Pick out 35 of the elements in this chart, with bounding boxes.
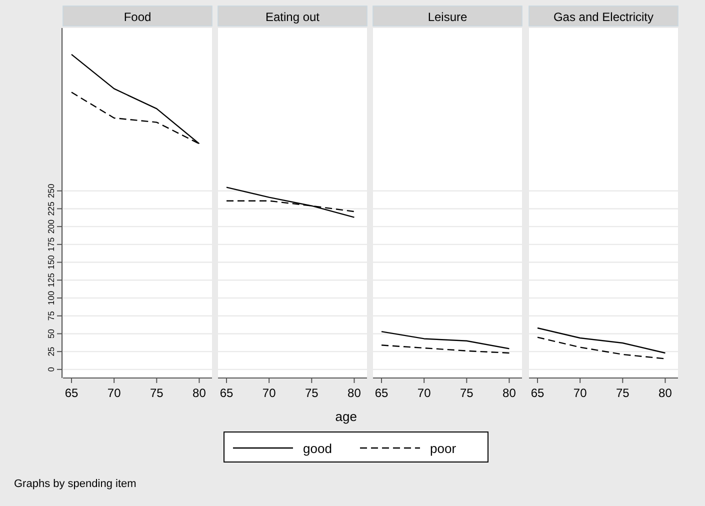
y-tick-label: 125 — [46, 272, 56, 288]
x-tick-label: 75 — [460, 386, 474, 400]
x-tick-label: 75 — [304, 386, 319, 400]
y-tick-label: 0 — [46, 366, 56, 372]
y-tick-label: 75 — [46, 310, 56, 321]
x-tick-label: 80 — [502, 386, 516, 400]
y-tick-label: 225 — [46, 201, 56, 216]
x-tick-label: 70 — [107, 386, 122, 400]
x-tick-label: 65 — [64, 386, 79, 400]
legend-label: good — [303, 441, 332, 456]
y-tick-label: 200 — [46, 219, 56, 234]
x-tick-label: 65 — [530, 386, 545, 400]
chart-title: Leisure — [428, 10, 468, 24]
x-tick-label: 75 — [616, 386, 630, 400]
text: Graphs by spending item — [14, 478, 136, 490]
y-tick-label: 250 — [46, 183, 56, 198]
legend-label: poor — [430, 441, 457, 456]
x-tick-label: 65 — [220, 386, 234, 400]
x-tick-label: 80 — [658, 386, 672, 400]
y-tick-label: 25 — [46, 346, 56, 356]
x-tick-label: 80 — [348, 386, 362, 400]
x-axis-title: age — [335, 409, 357, 424]
chart-title: Eating out — [265, 10, 320, 24]
x-tick-label: 70 — [573, 386, 588, 400]
y-tick-label: 100 — [46, 290, 56, 306]
y-tick-label: 50 — [46, 328, 56, 338]
x-tick-label: 70 — [417, 386, 432, 400]
y-tick-label: 150 — [46, 254, 56, 270]
x-tick-label: 75 — [150, 386, 164, 400]
x-tick-label: 70 — [262, 386, 276, 400]
y-tick-label: 175 — [46, 237, 56, 252]
x-tick-label: 80 — [192, 386, 206, 400]
x-tick-label: 65 — [374, 386, 389, 400]
chart-title: Food — [124, 10, 152, 24]
chart-title: Gas and Electricity — [553, 10, 654, 24]
